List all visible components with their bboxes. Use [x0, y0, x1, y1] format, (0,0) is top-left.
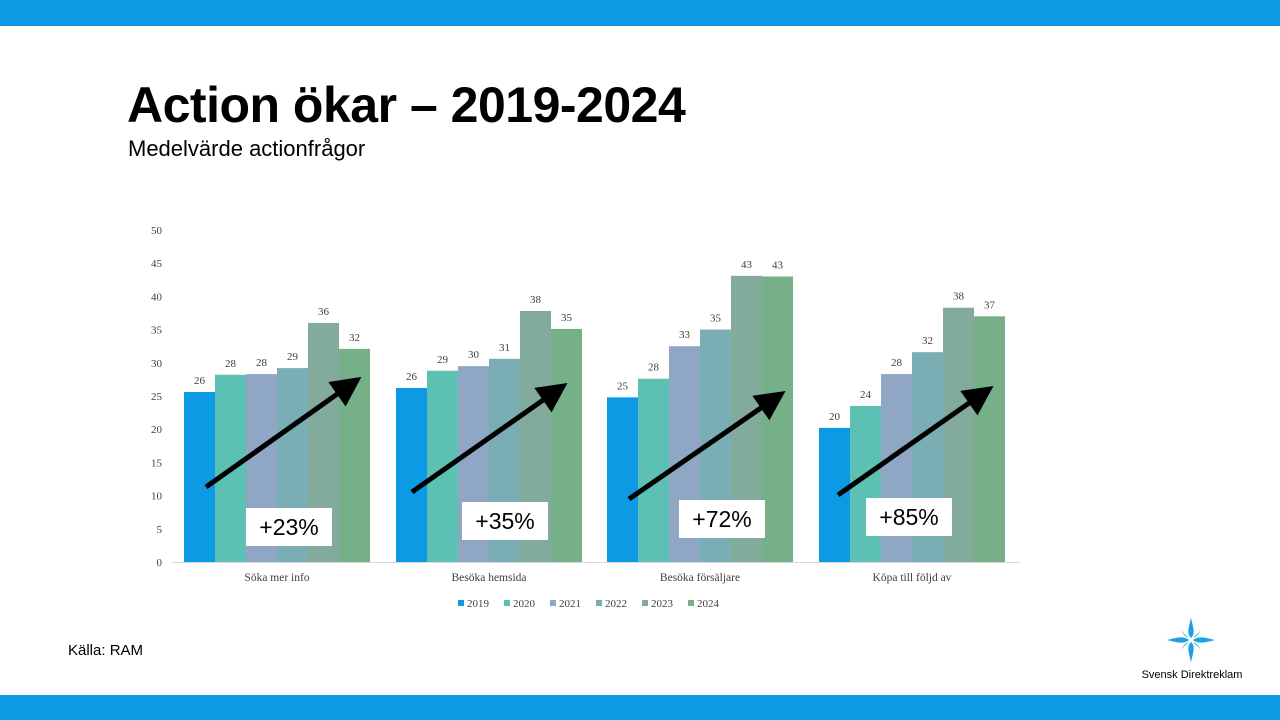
logo: Svensk Direktreklam	[1132, 616, 1252, 688]
trend-arrow-icon	[836, 385, 994, 498]
category-label: Köpa till följd av	[873, 572, 952, 584]
y-tick-label: 30	[151, 358, 163, 370]
data-label: 26	[406, 371, 418, 383]
bar-2019	[184, 392, 215, 562]
annotation-label: +23%	[259, 514, 318, 540]
y-tick-label: 15	[151, 457, 163, 469]
annotation-label: +35%	[475, 508, 534, 534]
data-label: 38	[530, 294, 542, 306]
legend-swatch	[458, 600, 464, 606]
annotation-box	[866, 498, 952, 536]
annotation-label: +72%	[692, 506, 751, 532]
annotation-box	[462, 502, 548, 540]
data-label: 28	[891, 357, 903, 369]
data-label: 20	[829, 411, 841, 423]
logo-text: Svensk Direktreklam	[1141, 669, 1243, 681]
annotation-box	[246, 508, 332, 546]
data-label: 38	[953, 291, 965, 303]
bar-2019	[819, 427, 850, 562]
bar-2024	[339, 348, 370, 562]
slide-title: Action ökar – 2019-2024	[127, 77, 686, 133]
data-label: 28	[648, 362, 660, 374]
data-label: 24	[860, 389, 872, 401]
bar-2024	[762, 276, 793, 562]
category-label: Söka mer info	[244, 572, 309, 584]
bar-2024	[974, 316, 1005, 562]
data-label: 43	[772, 259, 784, 271]
top-band	[0, 0, 1280, 26]
y-tick-label: 45	[151, 258, 163, 270]
legend-label: 2022	[605, 598, 627, 610]
annotation-box	[679, 500, 765, 538]
data-label: 28	[256, 357, 268, 369]
data-label: 30	[468, 349, 480, 361]
source-note: Källa: RAM	[68, 642, 144, 659]
legend-swatch	[596, 600, 602, 606]
data-label: 43	[741, 259, 753, 271]
slide-subtitle: Medelvärde actionfrågor	[128, 136, 366, 161]
data-label: 35	[561, 312, 573, 324]
data-label: 26	[194, 375, 206, 387]
data-label: 37	[984, 299, 996, 311]
y-tick-label: 50	[151, 225, 163, 237]
data-label: 31	[499, 342, 510, 354]
data-label: 35	[710, 313, 722, 325]
trend-arrow-icon	[204, 376, 362, 490]
data-label: 32	[349, 332, 360, 344]
legend-swatch	[550, 600, 556, 606]
data-label: 28	[225, 358, 237, 370]
legend-swatch	[504, 600, 510, 606]
data-label: 32	[922, 335, 933, 347]
data-label: 29	[287, 351, 299, 363]
bar-2019	[607, 397, 638, 562]
y-tick-label: 0	[157, 557, 163, 569]
data-label: 33	[679, 329, 691, 341]
legend-swatch	[642, 600, 648, 606]
legend-label: 2024	[697, 598, 720, 610]
y-tick-label: 25	[151, 391, 163, 403]
data-label: 25	[617, 380, 629, 392]
star-logo-icon	[1167, 618, 1215, 662]
y-tick-label: 35	[151, 325, 163, 337]
category-label: Besöka försäljare	[660, 572, 740, 584]
trend-arrow-icon	[410, 382, 568, 495]
y-tick-label: 5	[157, 524, 163, 536]
y-tick-label: 20	[151, 424, 163, 436]
legend-swatch	[688, 600, 694, 606]
bar-2020	[638, 378, 669, 562]
legend-label: 2023	[651, 598, 674, 610]
bar-2020	[427, 370, 458, 562]
trend-arrow-icon	[627, 391, 786, 502]
bar-2024	[551, 328, 582, 562]
y-tick-label: 40	[151, 291, 163, 303]
legend-label: 2020	[513, 598, 536, 610]
legend-label: 2021	[559, 598, 581, 610]
category-label: Besöka hemsida	[451, 572, 526, 584]
data-label: 36	[318, 306, 330, 318]
bar-2019	[396, 388, 427, 562]
bottom-band	[0, 695, 1280, 720]
annotation-label: +85%	[879, 504, 938, 530]
y-tick-label: 10	[151, 491, 163, 503]
data-label: 29	[437, 354, 449, 366]
legend-label: 2019	[467, 598, 490, 610]
